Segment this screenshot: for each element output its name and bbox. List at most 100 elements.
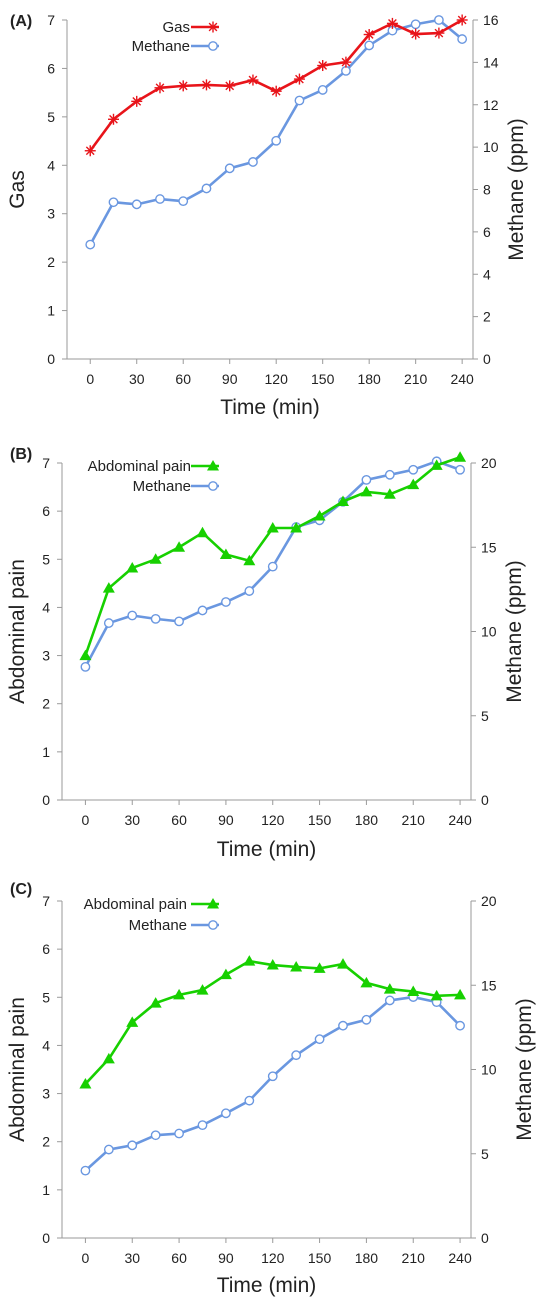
x-tick-label: 120 <box>261 812 285 828</box>
data-point <box>336 495 349 507</box>
data-point <box>248 157 258 167</box>
data-point <box>407 478 420 490</box>
legend-label: Abdominal pain <box>88 458 191 475</box>
data-point-stroke <box>132 96 142 106</box>
data-point <box>336 958 349 969</box>
data-point <box>271 135 282 146</box>
legend-label: Methane <box>132 38 190 55</box>
y-tick-label-left: 0 <box>47 351 55 367</box>
data-point-stroke <box>388 19 397 28</box>
data-point <box>360 485 373 497</box>
data-point <box>149 553 162 564</box>
legend-swatch-marker <box>208 481 218 491</box>
data-point <box>313 509 326 521</box>
x-axis-label: Time (min) <box>217 838 317 861</box>
data-point <box>454 451 467 462</box>
data-point <box>384 995 395 1006</box>
x-tick-label: 240 <box>448 1250 472 1266</box>
x-tick-label: 210 <box>404 371 428 387</box>
data-point <box>79 1077 92 1089</box>
data-point <box>291 1050 302 1061</box>
data-point <box>290 960 303 972</box>
data-point <box>383 488 396 499</box>
data-point <box>430 989 443 1001</box>
data-point-stroke <box>295 74 304 84</box>
data-point <box>317 60 329 72</box>
x-tick-label: 120 <box>265 371 289 387</box>
data-point <box>103 1144 114 1155</box>
data-point <box>244 586 255 596</box>
y-tick-label-left: 3 <box>42 1086 50 1102</box>
x-tick-label: 150 <box>308 1250 332 1266</box>
x-tick-label: 0 <box>82 812 90 828</box>
data-point-stroke <box>341 57 351 67</box>
data-point <box>386 17 398 29</box>
data-point <box>174 1128 184 1139</box>
data-point <box>363 29 375 41</box>
y-tick-label-right: 2 <box>483 309 491 325</box>
data-point <box>102 1052 115 1064</box>
x-axis-label: Time (min) <box>217 1274 317 1297</box>
data-point-stroke <box>85 146 95 156</box>
data-point <box>455 464 465 475</box>
x-tick-label: 150 <box>308 812 332 828</box>
legend-label: Abdominal pain <box>84 896 187 913</box>
data-point <box>267 1071 278 1082</box>
data-point <box>103 618 114 628</box>
legend: Gas Methane <box>132 19 219 55</box>
data-point <box>224 163 235 174</box>
x-tick-label: 60 <box>171 1250 187 1266</box>
data-point <box>85 239 96 250</box>
data-point-stroke <box>364 30 374 39</box>
data-point <box>107 113 119 125</box>
x-tick-label: 60 <box>175 371 191 387</box>
data-point <box>127 610 138 621</box>
data-point-stroke <box>318 61 328 70</box>
data-point <box>434 15 444 25</box>
data-point <box>126 561 139 573</box>
legend-swatch-marker <box>207 898 219 909</box>
data-point <box>224 80 236 92</box>
data-point-stroke <box>155 83 165 93</box>
y-tick-label-right: 20 <box>481 893 497 909</box>
x-tick-label: 0 <box>82 1250 90 1266</box>
x-tick-label: 240 <box>448 812 472 828</box>
y-tick-label-left: 4 <box>42 599 50 615</box>
data-point-stroke <box>271 86 281 96</box>
y-tick-label-right: 0 <box>481 792 489 808</box>
y-tick-label-left: 1 <box>42 1182 50 1198</box>
data-point <box>454 988 467 1000</box>
data-point <box>196 526 209 538</box>
y-axis-label-left: Gas <box>6 170 29 209</box>
data-point <box>221 1108 231 1119</box>
y-tick-label-left: 0 <box>42 1230 50 1246</box>
data-point-stroke <box>248 75 258 85</box>
data-point <box>383 983 396 994</box>
legend-swatch-marker <box>208 920 218 930</box>
x-tick-label: 180 <box>357 371 381 387</box>
data-point <box>433 27 445 39</box>
y-tick-label-right: 10 <box>481 1062 497 1078</box>
y-tick-label-right: 20 <box>481 455 497 471</box>
y-tick-label-left: 6 <box>42 503 50 519</box>
y-tick-label-left: 1 <box>47 303 55 319</box>
x-tick-label: 30 <box>129 371 145 387</box>
y-axis-label-left: Abdominal pain <box>6 559 29 704</box>
data-point-stroke <box>225 81 235 91</box>
y-tick-label-left: 3 <box>42 648 50 664</box>
y-tick-label-right: 5 <box>481 1146 489 1162</box>
data-point <box>456 14 468 26</box>
series-methane <box>80 992 465 1176</box>
data-point <box>360 976 373 988</box>
data-point-stroke <box>202 80 211 90</box>
y-tick-label-right: 16 <box>483 12 499 28</box>
data-point <box>247 74 259 86</box>
y-axis-label-right: Methane (ppm) <box>505 118 528 260</box>
x-axis-label: Time (min) <box>220 396 320 419</box>
data-point-stroke <box>457 15 467 25</box>
y-tick-label-left: 5 <box>47 109 55 125</box>
y-tick-label-right: 0 <box>483 351 491 367</box>
x-tick-label: 210 <box>402 1250 426 1266</box>
data-point <box>317 85 328 95</box>
